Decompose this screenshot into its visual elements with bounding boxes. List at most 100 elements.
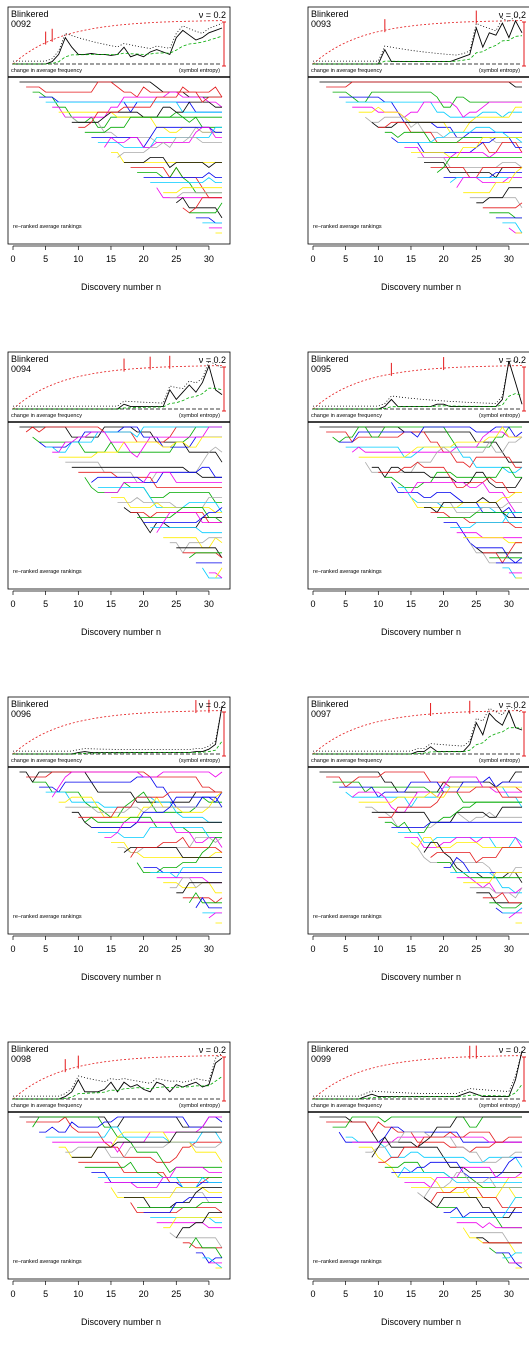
ranking-line xyxy=(163,1217,222,1229)
ranking-line xyxy=(371,1116,522,1158)
ranking-line xyxy=(456,532,522,539)
ranking-line xyxy=(437,862,522,879)
ranking-line xyxy=(462,1227,522,1254)
ranking-line xyxy=(163,187,222,194)
chart-panel-0099: Blinkered 0099 ν = 0.2 change in average fr… xyxy=(300,1035,529,1365)
entropy-curve xyxy=(12,20,223,65)
ranking-line xyxy=(463,167,523,194)
ranking-line xyxy=(150,1217,222,1224)
x-tick-label: 25 xyxy=(171,254,181,264)
ranking-line xyxy=(378,461,522,493)
ranking-line xyxy=(143,1197,222,1214)
entropy-label: (symbol entropy) xyxy=(479,1103,520,1109)
ranking-line xyxy=(437,512,522,519)
ranking-line xyxy=(32,1116,222,1173)
ranking-line xyxy=(391,1156,522,1178)
chart-title: Blinkered xyxy=(11,354,49,364)
nu-label: ν = 0.2 xyxy=(199,700,226,710)
chart-title: Blinkered xyxy=(11,9,49,19)
envelope-dotted xyxy=(313,1050,523,1097)
chart-title: Blinkered xyxy=(11,1044,49,1054)
ranking-line xyxy=(188,1237,223,1259)
ranking-line xyxy=(417,502,522,513)
change-label: change in average frequency xyxy=(311,413,382,419)
ranking-line xyxy=(97,826,222,838)
change-series-line xyxy=(13,705,223,755)
ranking-line xyxy=(502,222,523,234)
ranking-line xyxy=(32,426,222,453)
chart-panel-0096: Blinkered 0096 ν = 0.2 change in average fr… xyxy=(0,690,264,1020)
smoothed-dashed xyxy=(13,387,223,410)
ranking-line xyxy=(176,197,223,219)
nu-label: ν = 0.2 xyxy=(199,355,226,365)
entropy-label: (symbol entropy) xyxy=(479,68,520,74)
entropy-curve xyxy=(12,365,223,410)
change-series-line xyxy=(13,1057,223,1100)
x-tick-label: 30 xyxy=(504,599,514,609)
entropy-label: (symbol entropy) xyxy=(479,758,520,764)
ranking-line xyxy=(84,816,222,833)
x-axis-label: Discovery number n xyxy=(381,627,461,637)
ranking-line xyxy=(84,1161,222,1178)
ranking-line xyxy=(417,1171,522,1199)
smoothed-dashed xyxy=(13,1076,223,1100)
nu-label: ν = 0.2 xyxy=(199,10,226,20)
entropy-curve xyxy=(312,1055,523,1100)
x-tick-label: 25 xyxy=(171,944,181,954)
x-tick-label: 30 xyxy=(204,944,214,954)
entropy-curve xyxy=(312,710,523,755)
entropy-curve xyxy=(312,365,523,410)
x-tick-label: 5 xyxy=(43,599,48,609)
ranking-line xyxy=(391,821,522,828)
ranking-line xyxy=(45,426,222,453)
ranking-line xyxy=(26,81,223,98)
chart-id: 0095 xyxy=(311,364,331,374)
ranking-line xyxy=(489,1247,522,1264)
ranking-line xyxy=(97,126,222,148)
ranking-line xyxy=(397,831,523,848)
ranking-line xyxy=(371,466,523,488)
ranking-line xyxy=(91,466,222,483)
x-tick-label: 20 xyxy=(439,254,449,264)
x-tick-label: 25 xyxy=(171,1289,181,1299)
ranking-line xyxy=(84,116,222,133)
x-tick-label: 20 xyxy=(439,1289,449,1299)
ranking-line xyxy=(58,436,222,458)
ranking-line xyxy=(117,1192,222,1203)
x-tick-label: 10 xyxy=(373,944,383,954)
ranking-line xyxy=(358,1146,522,1193)
ranking-line xyxy=(38,426,222,448)
ranking-line xyxy=(417,847,522,879)
ranking-line xyxy=(26,1116,222,1163)
x-tick-label: 15 xyxy=(106,944,116,954)
ranking-line xyxy=(51,771,223,798)
ranking-line xyxy=(423,1197,522,1219)
ranking-line xyxy=(469,887,523,899)
ranking-line xyxy=(482,892,522,904)
change-label: change in average frequency xyxy=(11,413,82,419)
chart-id: 0093 xyxy=(311,19,331,29)
ranking-line xyxy=(489,212,522,219)
change-series-line xyxy=(313,360,523,410)
ranking-line xyxy=(456,177,522,188)
x-axis-label: Discovery number n xyxy=(81,282,161,292)
change-series-line xyxy=(313,19,523,65)
ranking-line xyxy=(345,446,523,473)
ranking-line xyxy=(175,1212,222,1239)
x-tick-label: 5 xyxy=(343,254,348,264)
ranking-line xyxy=(143,867,222,874)
ranking-line xyxy=(137,507,223,523)
x-axis-label: Discovery number n xyxy=(381,1317,461,1327)
chart-title: Blinkered xyxy=(311,9,349,19)
x-tick-label: 30 xyxy=(504,254,514,264)
plot-frame xyxy=(307,351,529,590)
entropy-label: (symbol entropy) xyxy=(479,413,520,419)
x-tick-label: 20 xyxy=(139,599,149,609)
ranking-line xyxy=(124,1187,222,1209)
x-tick-label: 5 xyxy=(343,1289,348,1299)
ranking-line xyxy=(117,136,222,158)
